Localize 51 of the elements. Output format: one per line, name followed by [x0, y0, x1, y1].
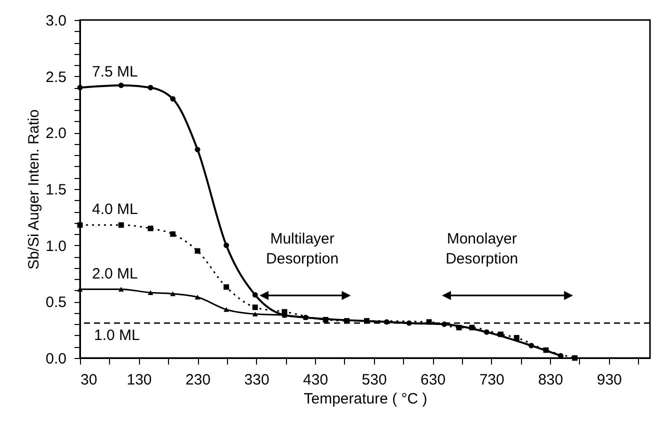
y-tick-label: 0.5: [46, 294, 66, 312]
point: [252, 292, 258, 298]
series-label: 2.0 ML: [92, 265, 138, 282]
point: [77, 84, 83, 90]
x-tick-label: 430: [303, 372, 328, 388]
point: [148, 290, 154, 296]
point: [194, 146, 200, 152]
point: [170, 231, 176, 237]
point: [572, 355, 578, 361]
point: [252, 312, 258, 316]
point: [118, 286, 124, 292]
x-tick-label: 30: [80, 372, 98, 388]
point: [469, 324, 475, 330]
point: [252, 304, 258, 310]
y-tick-label: 2.5: [46, 68, 66, 86]
x-tick-label: 530: [362, 372, 387, 388]
point: [543, 347, 549, 353]
ref-line-label: 1.0 ML: [94, 327, 140, 344]
x-tick-label: 730: [479, 372, 504, 388]
x-tick-label: 330: [244, 372, 270, 388]
point: [77, 222, 83, 228]
x-tick-label: 930: [596, 372, 622, 388]
series-label: 7.5 ML: [92, 64, 138, 81]
point: [224, 307, 230, 312]
x-axis-title: Temperature ( °C ): [304, 390, 428, 408]
y-tick-label: 1.5: [46, 182, 66, 198]
y-axis-title: Sb/Si Auger Inten. Ratio: [26, 109, 43, 270]
point: [224, 242, 230, 248]
x-tick-label: 230: [186, 372, 211, 388]
y-tick-label: 0.0: [46, 350, 66, 368]
annotation: Monolayer Desorption: [446, 230, 518, 268]
x-tick-label: 830: [538, 372, 564, 388]
annotation: Multilayer Desorption: [266, 230, 339, 268]
x-tick-label: 130: [126, 372, 152, 388]
point: [118, 82, 124, 88]
point: [456, 324, 462, 330]
y-tick-label: 3.0: [46, 12, 66, 30]
point: [170, 291, 176, 296]
point: [148, 84, 154, 90]
point: [514, 334, 520, 340]
series-label: 4.0 ML: [92, 201, 138, 218]
point: [224, 284, 230, 290]
point: [148, 226, 154, 232]
point: [498, 332, 504, 338]
point: [118, 222, 124, 228]
x-tick-label: 630: [420, 372, 446, 388]
point: [170, 96, 176, 102]
point: [194, 294, 200, 300]
y-tick-label: 1.0: [46, 238, 66, 255]
y-tick-label: 2.0: [46, 125, 66, 142]
point: [194, 248, 200, 254]
